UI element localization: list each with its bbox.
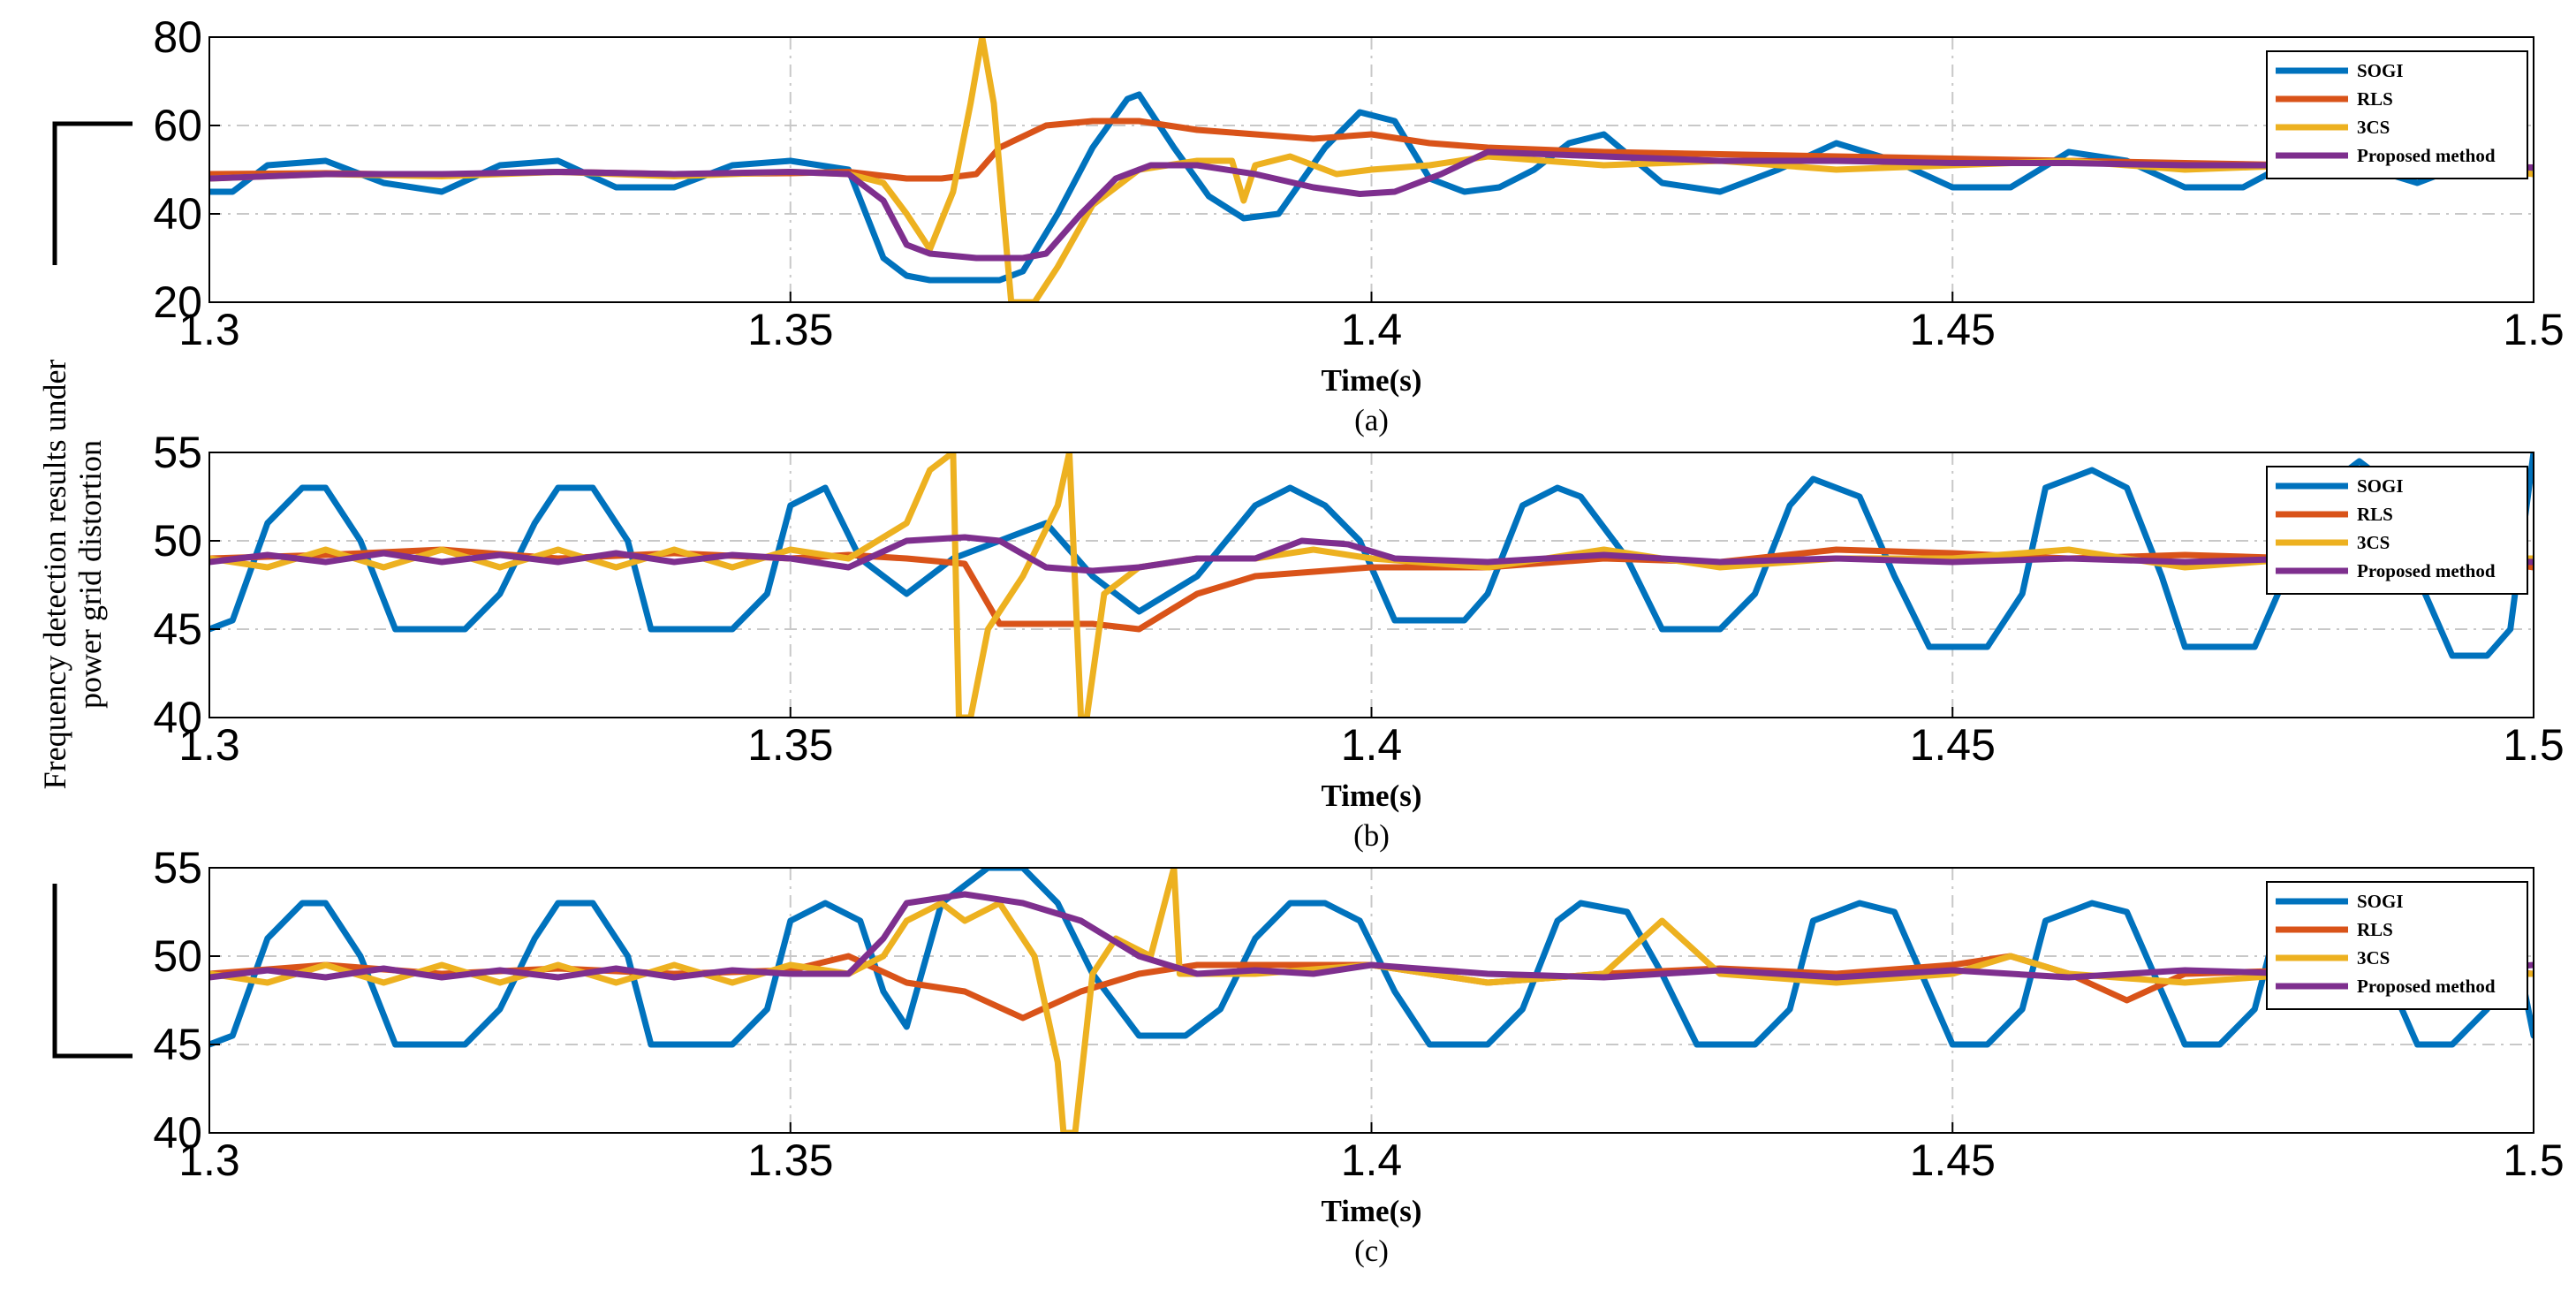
series-line-proposed-method — [209, 534, 2534, 574]
ylabel-mask — [25, 265, 113, 884]
y-tick-label: 45 — [153, 1020, 202, 1069]
x-axis-label: Time(s) — [1321, 779, 1421, 813]
x-axis-label: Time(s) — [1321, 1194, 1421, 1228]
legend-label: Proposed method — [2357, 560, 2496, 581]
legend-label: 3CS — [2357, 532, 2390, 553]
y-tick-label: 55 — [153, 843, 202, 893]
x-tick-label: 1.45 — [1910, 305, 1996, 354]
x-tick-label: 1.3 — [178, 305, 240, 354]
x-tick-label: 1.45 — [1910, 1136, 1996, 1185]
x-tick-label: 1.35 — [747, 305, 833, 354]
y-tick-label: 40 — [153, 1108, 202, 1158]
y-tick-label: 60 — [153, 101, 202, 150]
x-tick-label: 1.45 — [1910, 720, 1996, 770]
series-line-sogi — [209, 452, 2534, 659]
x-axis-label: Time(s) — [1321, 363, 1421, 398]
legend-label: Proposed method — [2357, 145, 2496, 166]
x-tick-label: 1.3 — [178, 720, 240, 770]
legend-label: RLS — [2357, 88, 2393, 110]
series-line-sogi — [209, 91, 2534, 284]
x-tick-label: 1.3 — [178, 1136, 240, 1185]
y-tick-label: 45 — [153, 604, 202, 654]
x-tick-label: 1.5 — [2503, 305, 2565, 354]
x-tick-label: 1.5 — [2503, 720, 2565, 770]
x-tick-label: 1.4 — [1341, 1136, 1403, 1185]
y-tick-label: 40 — [153, 693, 202, 742]
y-tick-label: 40 — [153, 189, 202, 239]
y-tick-label: 20 — [153, 277, 202, 327]
y-tick-label: 50 — [153, 931, 202, 981]
legend-label: 3CS — [2357, 947, 2390, 969]
legend: SOGI RLS 3CS Proposed method — [2266, 466, 2528, 595]
legend-label: RLS — [2357, 919, 2393, 940]
legend-label: SOGI — [2357, 60, 2404, 81]
y-tick-label: 55 — [153, 428, 202, 477]
shared-ylabel: Frequency detection results under power … — [25, 121, 133, 1059]
x-tick-label: 1.5 — [2503, 1136, 2565, 1185]
x-tick-label: 1.35 — [747, 1136, 833, 1185]
chart-panel-c: 40 45 50 55 1.3 1.35 1.4 1.45 1.5 Time(s) (c) SOGI R… — [153, 843, 2564, 1268]
series-line-sogi — [209, 868, 2534, 1048]
legend-label: Proposed method — [2357, 976, 2496, 997]
series-line-proposed-method — [209, 148, 2534, 262]
legend-label: SOGI — [2357, 891, 2404, 912]
legend-label: SOGI — [2357, 475, 2404, 497]
x-tick-label: 1.4 — [1341, 720, 1403, 770]
legend: SOGI RLS 3CS Proposed method — [2266, 881, 2528, 1010]
legend-label: RLS — [2357, 504, 2393, 525]
chart-panel-b: 40 45 50 55 1.3 1.35 1.4 1.45 1.5 Time(s) (b) SOGI R… — [153, 428, 2564, 853]
ylabel-line-1: Frequency detection results under — [37, 360, 72, 790]
legend-label: 3CS — [2357, 117, 2390, 138]
ylabel-line-2: power grid distortion — [72, 440, 108, 709]
subfigure-label-c: (c) — [1354, 1234, 1389, 1268]
x-tick-label: 1.4 — [1341, 305, 1403, 354]
y-tick-label: 80 — [153, 12, 202, 62]
chart-panel-a: 20 40 60 80 1.3 1.35 1.4 1.45 1.5 Time(s) (a) SOGI R… — [153, 12, 2564, 437]
series-line-proposed-method — [209, 891, 2534, 981]
x-tick-label: 1.35 — [747, 720, 833, 770]
subfigure-label-a: (a) — [1354, 403, 1389, 437]
series-line-3cs — [209, 868, 2534, 1133]
subfigure-label-b: (b) — [1353, 818, 1390, 853]
y-tick-label: 50 — [153, 516, 202, 566]
legend: SOGI RLS 3CS Proposed method — [2266, 50, 2528, 179]
